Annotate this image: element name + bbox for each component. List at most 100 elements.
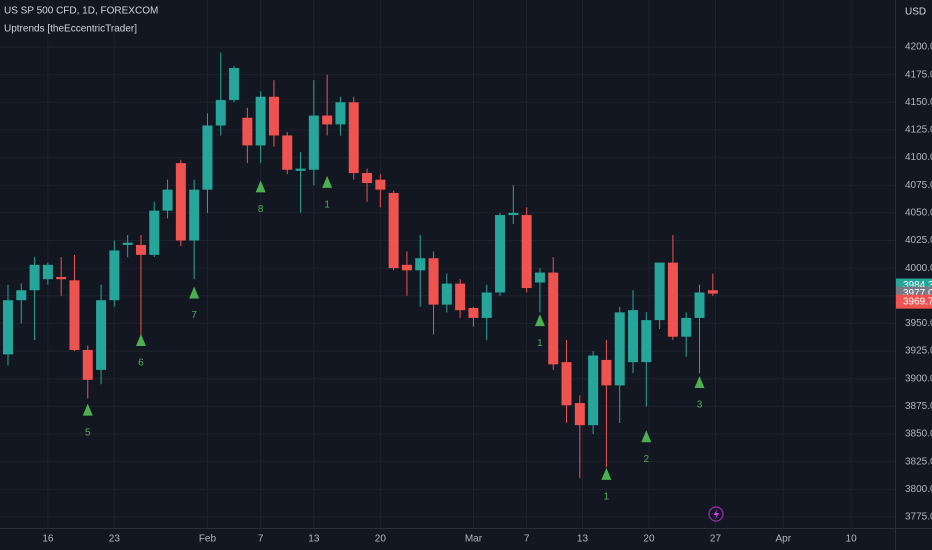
candle-body <box>122 242 133 245</box>
x-tick-label: 10 <box>846 534 858 545</box>
y-tick-label: 4125.0 <box>905 125 932 136</box>
candle-body <box>202 125 213 190</box>
candle-body <box>681 317 692 337</box>
y-tick-label: 3775.0 <box>905 512 932 523</box>
candle-body <box>109 250 120 301</box>
price-label: 3977.0 <box>903 288 932 299</box>
marker-label: 7 <box>191 310 197 321</box>
x-tick-label: 27 <box>710 534 722 545</box>
candle-body <box>388 192 399 269</box>
candle-body <box>42 264 53 280</box>
y-tick-label: 4200.0 <box>905 42 932 53</box>
candle-body <box>654 262 665 321</box>
candle-body <box>16 290 27 301</box>
uptrend-marker <box>189 286 200 299</box>
candle-body <box>521 215 532 289</box>
marker-label: 8 <box>258 204 264 215</box>
candle-body <box>495 215 506 293</box>
candle-body <box>242 117 253 146</box>
y-tick-label: 3900.0 <box>905 373 932 384</box>
candle-body <box>574 403 585 426</box>
candle-body <box>162 189 173 211</box>
candle-body <box>667 262 678 337</box>
candle-body <box>295 168 306 171</box>
candle-body <box>149 210 160 255</box>
candle-body <box>175 163 186 241</box>
grid <box>0 0 895 528</box>
y-tick-label: 4025.0 <box>905 235 932 246</box>
marker-label: 2 <box>644 454 650 465</box>
candle-body <box>401 264 412 271</box>
marker-label: 1 <box>604 491 610 502</box>
y-tick-label: 3925.0 <box>905 346 932 357</box>
uptrend-marker <box>694 376 705 389</box>
y-tick-label: 3850.0 <box>905 429 932 440</box>
candle-body <box>348 102 359 174</box>
uptrend-marker <box>255 180 266 193</box>
x-tick-label: 16 <box>42 534 54 545</box>
candle-body <box>56 276 67 280</box>
price-label: 3984.3 <box>903 280 932 291</box>
y-tick-label: 4150.0 <box>905 97 932 108</box>
x-tick-label: Feb <box>199 534 217 545</box>
candle-body <box>362 173 373 184</box>
currency-label: USD <box>905 7 926 18</box>
marker-label: 3 <box>697 400 703 411</box>
indicator-name[interactable]: Uptrends [theEccentricTrader] <box>4 24 137 35</box>
price-label-box <box>896 294 932 309</box>
candle-body <box>588 355 599 426</box>
candle-body <box>468 307 479 318</box>
candle-body <box>614 312 625 386</box>
uptrend-marker <box>135 334 146 347</box>
candle-body <box>481 292 492 318</box>
x-tick-label: 7 <box>524 534 530 545</box>
candle-body <box>707 290 718 294</box>
candle-body <box>428 258 439 305</box>
candle-body <box>69 280 80 350</box>
candle-body <box>29 264 40 291</box>
marker-label: 6 <box>138 358 144 369</box>
y-tick-label: 4050.0 <box>905 207 932 218</box>
y-tick-label: 3800.0 <box>905 484 932 495</box>
candle-body <box>441 283 452 305</box>
uptrend-marker <box>601 467 612 480</box>
candle-body <box>455 283 466 311</box>
candle-body <box>268 96 279 136</box>
marker-label: 5 <box>85 427 91 438</box>
candle-body <box>215 100 226 126</box>
candle-body <box>2 300 13 355</box>
y-tick-label: 4100.0 <box>905 152 932 163</box>
x-tick-label: 13 <box>308 534 320 545</box>
y-tick-label: 4075.0 <box>905 180 932 191</box>
candle-body <box>189 189 200 241</box>
candle-body <box>415 258 426 271</box>
x-tick-label: 20 <box>643 534 655 545</box>
candle-body <box>508 212 519 216</box>
y-tick-label: 3825.0 <box>905 456 932 467</box>
candle-body <box>641 320 652 363</box>
x-tick-label: Mar <box>465 534 483 545</box>
candle-body <box>135 244 146 255</box>
alert-icon[interactable] <box>708 506 724 522</box>
candle-body <box>335 102 346 125</box>
price-label: 3969.7 <box>903 296 932 307</box>
y-tick-label: 3875.0 <box>905 401 932 412</box>
plot: 5 6 7 8 1 1 1 2 3 <box>2 52 718 502</box>
candle-body <box>548 272 559 365</box>
axes: 3775.0 3800.0 3825.0 3850.0 3875.0 3900.0 3925… <box>42 42 932 545</box>
y-tick-label: 4175.0 <box>905 69 932 80</box>
candle-body <box>308 115 319 170</box>
candle-body <box>96 300 107 370</box>
uptrend-marker <box>641 430 652 443</box>
candle-body <box>601 359 612 386</box>
y-tick-label: 4000.0 <box>905 263 932 274</box>
x-tick-label: 7 <box>258 534 264 545</box>
uptrend-marker <box>82 403 93 416</box>
candle-body <box>628 310 639 363</box>
candle-body <box>694 292 705 318</box>
candle-body <box>282 135 293 170</box>
marker-label: 1 <box>537 338 543 349</box>
